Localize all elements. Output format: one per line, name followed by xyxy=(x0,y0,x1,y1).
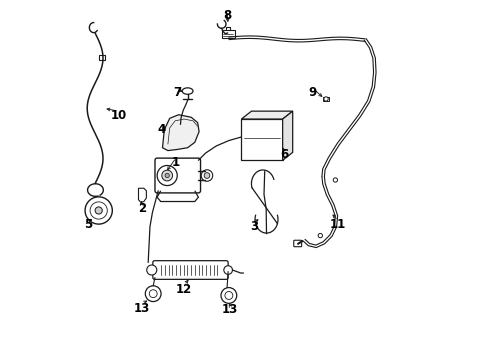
FancyBboxPatch shape xyxy=(155,158,200,193)
Text: 4: 4 xyxy=(158,123,166,136)
Polygon shape xyxy=(283,111,293,160)
Text: 3: 3 xyxy=(250,220,258,233)
FancyBboxPatch shape xyxy=(221,30,235,38)
Circle shape xyxy=(224,266,232,274)
FancyBboxPatch shape xyxy=(294,240,302,247)
Circle shape xyxy=(204,173,210,179)
Text: 7: 7 xyxy=(173,86,181,99)
Text: 9: 9 xyxy=(308,86,317,99)
Circle shape xyxy=(85,197,112,224)
Text: 12: 12 xyxy=(176,283,192,296)
Bar xyxy=(242,119,283,160)
Circle shape xyxy=(318,233,322,238)
Circle shape xyxy=(146,286,161,302)
Circle shape xyxy=(147,265,157,275)
Circle shape xyxy=(90,202,107,219)
Circle shape xyxy=(201,170,213,181)
Text: 1: 1 xyxy=(172,156,180,168)
Text: 6: 6 xyxy=(280,148,289,161)
Text: 8: 8 xyxy=(223,9,231,22)
Circle shape xyxy=(157,166,177,185)
Circle shape xyxy=(225,292,233,300)
Polygon shape xyxy=(242,111,293,119)
Text: 13: 13 xyxy=(222,303,238,316)
Text: 11: 11 xyxy=(330,218,346,231)
Text: 2: 2 xyxy=(138,202,146,215)
Circle shape xyxy=(95,207,102,214)
Circle shape xyxy=(324,97,328,101)
Text: 5: 5 xyxy=(84,218,93,231)
Circle shape xyxy=(221,288,237,303)
Circle shape xyxy=(149,290,157,298)
Polygon shape xyxy=(163,115,199,150)
Text: 10: 10 xyxy=(111,109,127,122)
Text: 13: 13 xyxy=(134,302,150,315)
FancyBboxPatch shape xyxy=(153,261,228,279)
Circle shape xyxy=(162,170,172,181)
Bar xyxy=(323,97,329,101)
Circle shape xyxy=(165,174,170,178)
Bar xyxy=(98,55,105,59)
Polygon shape xyxy=(139,188,147,203)
Circle shape xyxy=(333,178,338,182)
Ellipse shape xyxy=(182,88,193,94)
